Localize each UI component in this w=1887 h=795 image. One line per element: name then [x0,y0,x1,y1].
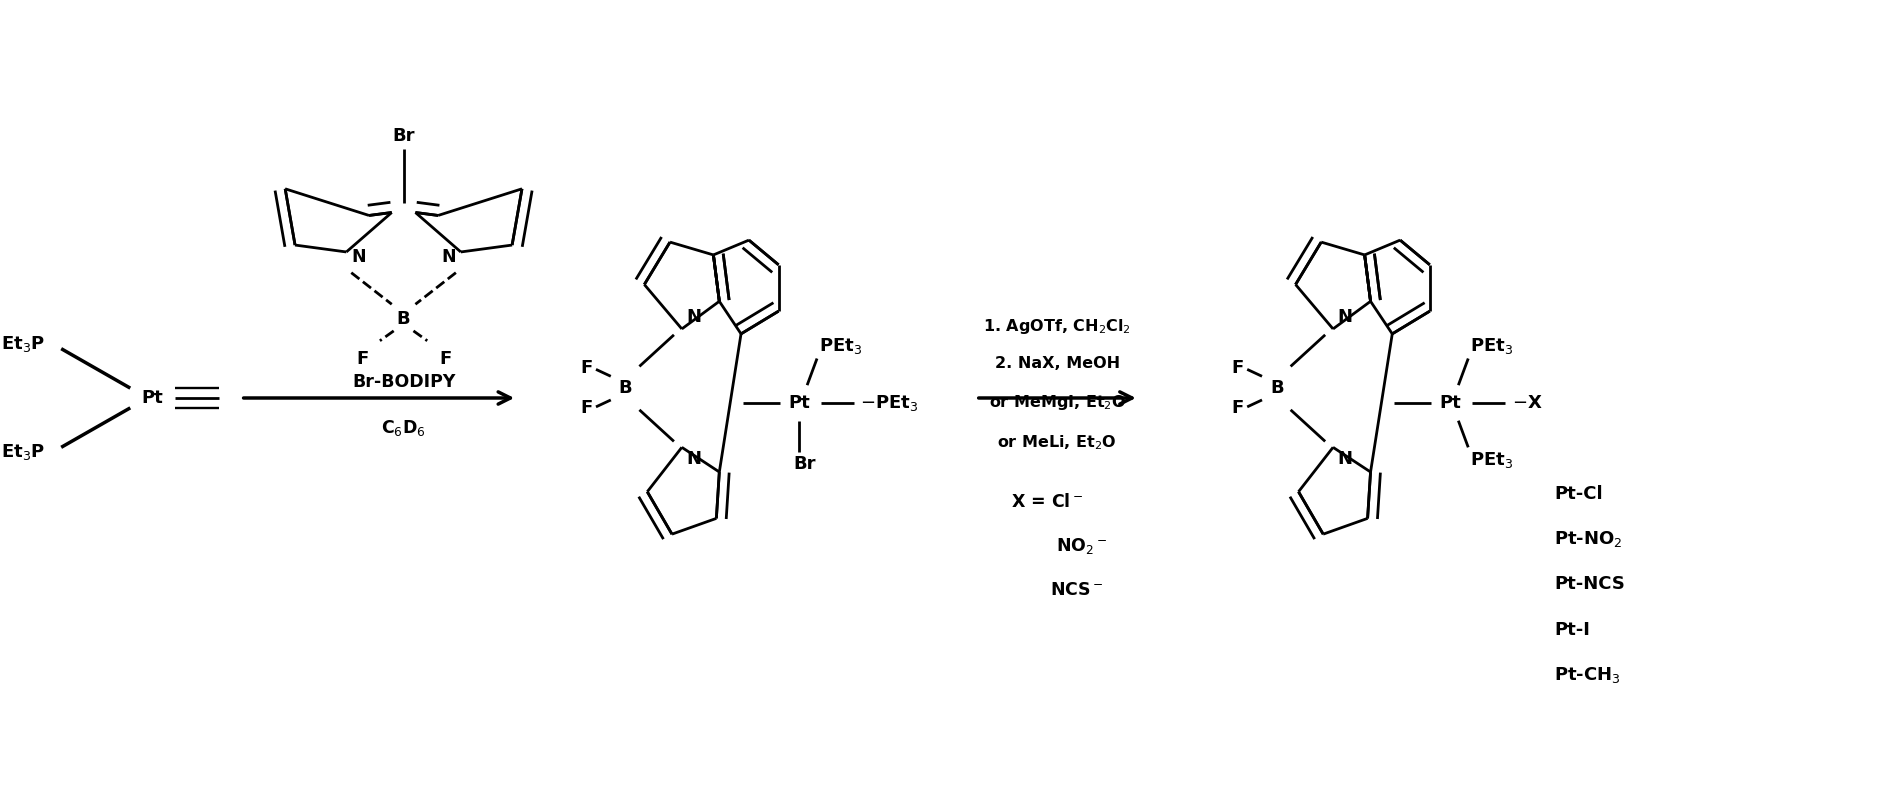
Text: X = Cl$^-$: X = Cl$^-$ [1011,493,1083,510]
Text: $-$X: $-$X [1511,394,1542,412]
Text: Pt: Pt [142,389,162,407]
Text: NO$_2$$^-$: NO$_2$$^-$ [1057,536,1108,556]
Text: NCS$^-$: NCS$^-$ [1051,581,1104,599]
Text: N: N [1338,308,1353,326]
Text: 1. AgOTf, CH$_2$Cl$_2$: 1. AgOTf, CH$_2$Cl$_2$ [983,317,1130,336]
Text: Br: Br [392,126,415,145]
Text: N: N [442,248,457,266]
Text: Pt-NCS: Pt-NCS [1555,576,1625,594]
Text: PEt$_3$: PEt$_3$ [1470,335,1513,355]
Text: F: F [440,350,451,367]
Text: or MeMgI, Et$_2$O: or MeMgI, Et$_2$O [989,394,1127,413]
Text: PEt$_3$: PEt$_3$ [819,335,862,355]
Text: PEt$_3$: PEt$_3$ [1470,450,1513,470]
Text: N: N [687,308,702,326]
Text: Br-BODIPY: Br-BODIPY [351,373,455,391]
Text: F: F [579,399,593,417]
Text: Pt-Cl: Pt-Cl [1555,485,1602,502]
Text: Pt-I: Pt-I [1555,621,1591,639]
Text: F: F [1230,359,1244,378]
Text: $-$PEt$_3$: $-$PEt$_3$ [860,393,919,413]
Text: F: F [579,359,593,378]
Text: Et$_3$P: Et$_3$P [2,442,45,462]
Text: Pt: Pt [1440,394,1461,412]
Text: B: B [619,379,632,398]
Text: Br: Br [793,455,815,473]
Text: Pt-NO$_2$: Pt-NO$_2$ [1555,529,1623,549]
Text: F: F [1230,399,1244,417]
Text: N: N [1338,450,1353,468]
Text: Pt: Pt [789,394,810,412]
Text: Pt-CH$_3$: Pt-CH$_3$ [1555,665,1621,685]
Text: B: B [1270,379,1283,398]
Text: F: F [357,350,368,367]
Text: C$_6$D$_6$: C$_6$D$_6$ [381,417,426,437]
Text: N: N [351,248,366,266]
Text: N: N [687,450,702,468]
Text: or MeLi, Et$_2$O: or MeLi, Et$_2$O [998,433,1117,452]
Text: B: B [396,310,409,328]
Text: 2. NaX, MeOH: 2. NaX, MeOH [994,356,1119,371]
Text: Et$_3$P: Et$_3$P [2,334,45,354]
